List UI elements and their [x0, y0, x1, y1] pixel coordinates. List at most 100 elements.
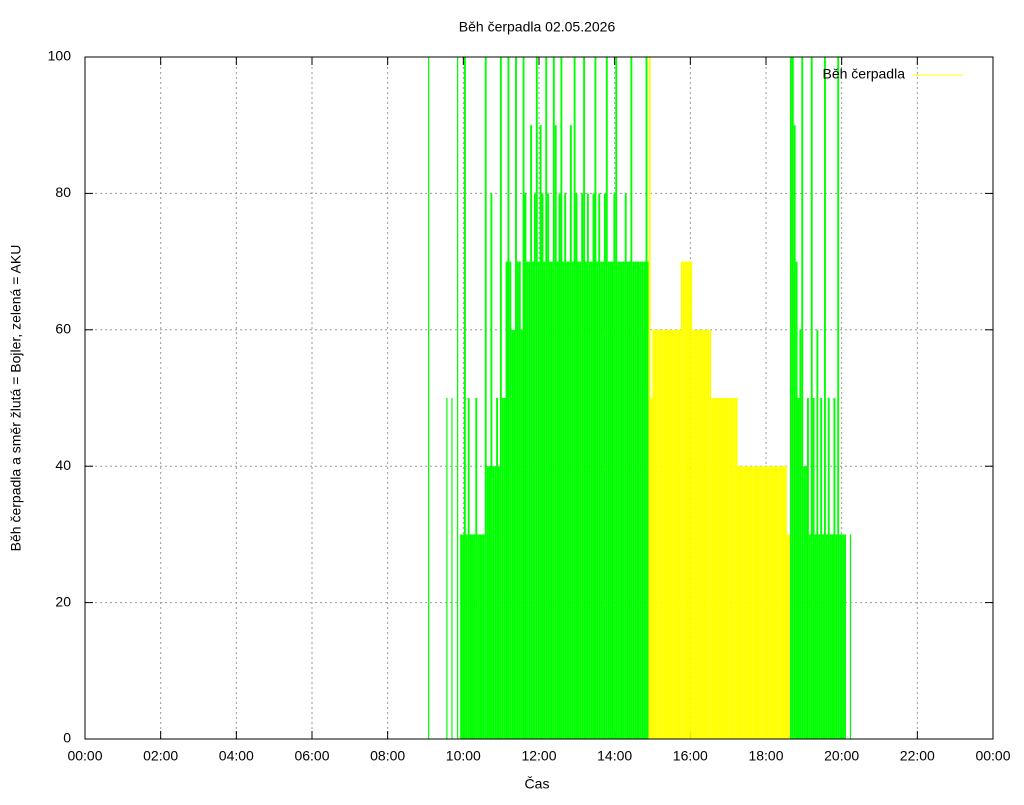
impulse-bar	[784, 466, 787, 739]
impulse-bar	[537, 261, 540, 739]
impulse-bar	[550, 261, 553, 739]
impulse-bar	[590, 261, 593, 739]
impulse-bar	[428, 57, 430, 739]
impulse-bar	[609, 261, 612, 739]
impulse-bar	[696, 329, 698, 739]
impulse-bar	[833, 398, 836, 739]
impulse-bar	[841, 534, 843, 739]
impulse-bar	[647, 261, 649, 739]
impulse-bar	[777, 466, 780, 739]
impulse-bar	[532, 261, 534, 739]
impulse-bar	[539, 125, 542, 739]
impulse-bar	[656, 329, 659, 739]
impulse-bar	[528, 261, 531, 739]
impulse-bar	[805, 466, 807, 739]
impulse-bar	[503, 398, 506, 739]
impulse-bar	[482, 534, 485, 739]
impulse-bar	[831, 534, 834, 739]
impulse-bar	[699, 329, 702, 739]
impulse-bar	[628, 261, 631, 739]
impulse-bar	[842, 534, 845, 739]
impulse-bar	[568, 261, 570, 739]
impulse-bar	[789, 57, 792, 739]
impulse-bar	[560, 57, 563, 739]
x-tick-label: 06:00	[294, 748, 329, 764]
impulse-bar	[632, 261, 635, 739]
impulse-bar	[603, 193, 606, 739]
impulse-bar	[569, 125, 572, 739]
impulse-bar	[624, 193, 627, 739]
impulse-bar	[545, 57, 548, 739]
impulse-bar	[492, 466, 495, 739]
impulse-bar	[748, 466, 751, 739]
legend-label: Běh čerpadla	[822, 66, 905, 82]
impulse-bar	[678, 329, 681, 739]
impulse-bar	[722, 398, 725, 739]
impulse-bar	[613, 193, 616, 739]
impulse-bar	[467, 398, 470, 739]
impulse-bar	[788, 534, 790, 739]
impulse-bar	[516, 261, 519, 739]
impulse-bar	[494, 466, 497, 739]
impulse-bar	[829, 534, 832, 739]
impulse-bar	[686, 261, 689, 739]
impulse-bar	[636, 261, 638, 739]
impulse-bar	[731, 398, 734, 739]
impulse-bar	[690, 261, 693, 739]
impulse-bar	[726, 398, 729, 739]
impulse-bar	[462, 534, 464, 739]
impulse-bar	[714, 398, 717, 739]
impulse-bar	[680, 261, 683, 739]
impulse-bar	[844, 534, 847, 739]
x-tick-label: 16:00	[673, 748, 708, 764]
impulse-bar	[766, 466, 768, 739]
impulse-bar	[518, 261, 521, 739]
impulse-bar	[786, 534, 789, 739]
impulse-bar	[652, 329, 655, 739]
impulse-bar	[558, 193, 561, 739]
impulse-bar	[675, 329, 678, 739]
impulse-bar	[515, 57, 517, 739]
x-tick-label: 18:00	[748, 748, 783, 764]
impulse-bar	[473, 534, 476, 739]
impulse-bar	[630, 57, 633, 739]
impulse-bar	[583, 57, 586, 739]
impulse-bar	[451, 398, 453, 739]
impulse-bar	[673, 329, 676, 739]
impulse-bar	[622, 261, 625, 739]
impulse-bar	[743, 466, 746, 739]
impulse-bar	[611, 261, 614, 739]
impulse-bar	[496, 398, 499, 739]
impulse-bar	[484, 57, 487, 739]
impulse-bar	[682, 261, 685, 739]
impulse-bar	[543, 261, 546, 739]
impulse-bar	[488, 466, 491, 739]
impulse-bar	[566, 261, 569, 739]
impulse-bar	[769, 466, 772, 739]
y-axis-label: Běh čerpadla a směr žlutá = Bojler, zele…	[8, 245, 24, 552]
x-tick-label: 00:00	[67, 748, 102, 764]
impulse-bar	[825, 534, 828, 739]
impulse-bar	[598, 193, 601, 739]
impulse-bar	[795, 261, 798, 739]
impulse-bar	[524, 193, 527, 739]
impulse-bar	[703, 329, 706, 739]
impulse-bar	[658, 329, 661, 739]
impulse-bar	[754, 466, 757, 739]
impulse-bar	[615, 57, 618, 739]
impulse-bar	[762, 466, 765, 739]
impulse-bar	[463, 57, 466, 739]
impulse-bar	[648, 57, 651, 739]
impulse-bar	[549, 261, 551, 739]
impulse-bar	[663, 329, 666, 739]
impulse-bar	[486, 466, 489, 739]
impulse-bar	[562, 261, 565, 739]
impulse-bar	[634, 261, 637, 739]
y-tick-label: 60	[55, 321, 71, 337]
y-tick-label: 80	[55, 184, 71, 200]
impulse-bar	[791, 57, 794, 739]
impulse-bar	[814, 534, 817, 739]
impulse-bar	[783, 466, 785, 739]
impulse-bar	[724, 398, 727, 739]
